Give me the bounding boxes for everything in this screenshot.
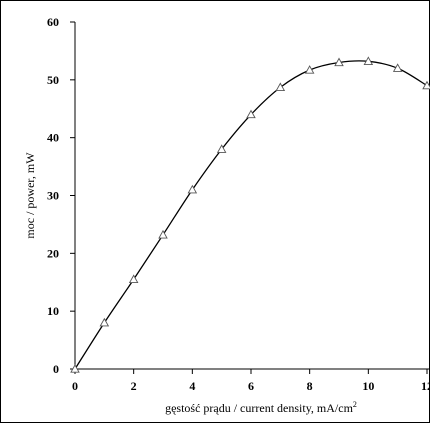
x-tick-label: 6 — [248, 379, 254, 393]
y-tick-label: 60 — [47, 15, 59, 29]
y-tick-label: 10 — [47, 304, 59, 318]
y-tick-label: 30 — [47, 189, 59, 203]
data-point-marker — [392, 63, 403, 72]
y-tick-label: 0 — [53, 362, 59, 376]
x-tick-label: 4 — [189, 379, 195, 393]
y-axis-label: moc / power, mW — [23, 152, 37, 239]
data-point-marker — [70, 364, 80, 373]
data-point-marker — [422, 80, 430, 90]
data-point-marker — [158, 229, 168, 239]
data-point-marker — [246, 109, 256, 119]
data-point-marker — [99, 317, 110, 327]
x-tick-label: 0 — [72, 379, 78, 393]
y-tick-label: 20 — [47, 246, 59, 260]
y-tick-label: 50 — [47, 73, 59, 87]
ticks: 0 2 4 6 8 10 12 0 10 20 30 40 50 60 — [47, 15, 430, 393]
data-point-marker — [216, 144, 227, 153]
x-tick-label: 10 — [362, 379, 374, 393]
data-point-marker — [187, 184, 198, 194]
x-tick-label: 2 — [131, 379, 137, 393]
y-tick-label: 40 — [47, 131, 59, 145]
x-tick-label: 12 — [421, 379, 430, 393]
x-axis-label: gęstość prądu / current density, mA/cm2 — [165, 400, 357, 415]
data-markers — [70, 56, 430, 373]
data-point-marker — [304, 65, 315, 74]
data-point-marker — [363, 56, 374, 65]
data-point-marker — [275, 82, 286, 92]
power-curve — [74, 60, 428, 370]
data-point-marker — [128, 274, 139, 284]
x-tick-label: 8 — [307, 379, 313, 393]
data-point-marker — [334, 57, 344, 67]
